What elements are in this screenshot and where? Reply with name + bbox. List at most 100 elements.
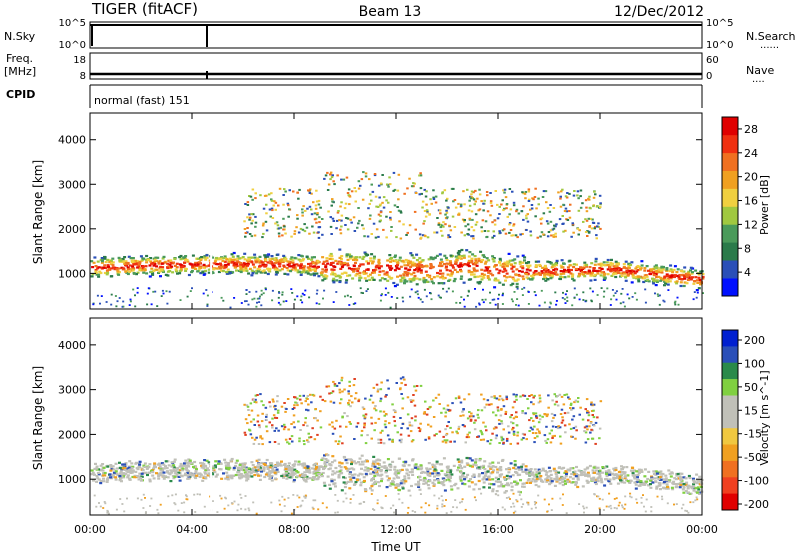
data-cell <box>361 473 364 475</box>
data-cell <box>643 270 646 272</box>
data-cell <box>537 237 540 239</box>
data-cell <box>251 220 254 222</box>
data-cell <box>645 302 647 304</box>
data-cell <box>512 266 515 268</box>
data-cell <box>321 234 324 236</box>
data-cell <box>343 456 346 458</box>
data-cell <box>265 407 268 409</box>
data-cell <box>514 291 516 293</box>
data-cell <box>286 267 289 269</box>
data-cell <box>153 462 156 464</box>
data-cell <box>236 260 239 262</box>
data-cell <box>333 301 335 303</box>
data-cell <box>363 476 366 478</box>
data-cell <box>645 481 648 483</box>
data-cell <box>254 226 257 228</box>
data-cell <box>411 185 414 187</box>
data-cell <box>500 409 503 411</box>
data-cell <box>306 425 309 427</box>
data-cell <box>425 271 428 273</box>
data-cell <box>486 471 489 473</box>
data-cell <box>535 264 538 266</box>
data-cell <box>504 280 507 282</box>
data-cell <box>395 487 398 489</box>
data-cell <box>546 261 549 263</box>
data-cell <box>394 466 397 468</box>
data-cell <box>385 413 388 415</box>
data-cell <box>552 426 555 428</box>
data-cell <box>696 279 699 281</box>
data-cell <box>251 299 253 301</box>
data-cell <box>204 270 207 272</box>
data-cell <box>315 466 318 468</box>
data-cell <box>101 257 104 259</box>
data-cell <box>514 471 517 473</box>
data-cell <box>462 414 465 416</box>
data-cell <box>386 184 389 186</box>
data-cell <box>132 269 135 271</box>
data-cell <box>166 471 169 473</box>
data-cell <box>285 408 288 410</box>
data-cell <box>475 224 478 226</box>
data-cell <box>510 482 513 484</box>
data-cell <box>274 417 277 419</box>
data-cell <box>394 269 397 271</box>
data-cell <box>200 256 203 258</box>
data-cell <box>246 216 249 218</box>
data-cell <box>311 269 314 271</box>
data-cell <box>264 259 267 261</box>
data-cell <box>625 270 628 272</box>
data-cell <box>132 267 135 269</box>
data-cell <box>195 475 198 477</box>
data-cell <box>296 218 299 220</box>
data-cell <box>242 256 245 258</box>
data-cell <box>309 477 312 479</box>
data-cell <box>431 203 434 205</box>
data-cell <box>316 290 318 292</box>
data-cell <box>480 269 483 271</box>
data-cell <box>380 388 383 390</box>
data-cell <box>149 275 152 277</box>
data-cell <box>272 266 275 268</box>
data-cell <box>138 269 141 271</box>
data-cell <box>288 469 291 471</box>
data-cell <box>624 476 627 478</box>
data-cell <box>348 188 351 190</box>
data-cell <box>386 280 389 282</box>
data-cell <box>510 268 513 270</box>
data-cell <box>411 440 414 442</box>
data-cell <box>173 258 176 260</box>
data-cell <box>666 279 669 281</box>
data-cell <box>362 199 365 201</box>
data-cell <box>244 203 247 205</box>
data-cell <box>258 443 261 445</box>
data-cell <box>317 260 320 262</box>
data-cell <box>572 266 575 268</box>
data-cell <box>92 303 94 305</box>
data-cell <box>575 400 578 402</box>
data-cell <box>559 394 562 396</box>
data-cell <box>546 477 549 479</box>
data-cell <box>435 196 438 198</box>
data-cell <box>535 415 538 417</box>
data-cell <box>437 479 440 481</box>
data-cell <box>485 478 488 480</box>
data-cell <box>341 462 344 464</box>
data-cell <box>574 288 576 290</box>
data-cell <box>454 278 457 280</box>
data-cell <box>96 475 99 477</box>
data-cell <box>561 481 564 483</box>
data-cell <box>288 265 291 267</box>
data-cell <box>455 431 458 433</box>
data-cell <box>354 398 357 400</box>
data-cell <box>437 474 440 476</box>
freq-label: Freq. <box>6 52 33 65</box>
data-cell <box>675 271 678 273</box>
data-cell <box>374 422 377 424</box>
data-cell <box>697 488 700 490</box>
data-cell <box>502 199 505 201</box>
data-cell <box>565 293 567 295</box>
data-cell <box>623 482 626 484</box>
data-cell <box>363 424 366 426</box>
data-cell <box>537 485 540 487</box>
